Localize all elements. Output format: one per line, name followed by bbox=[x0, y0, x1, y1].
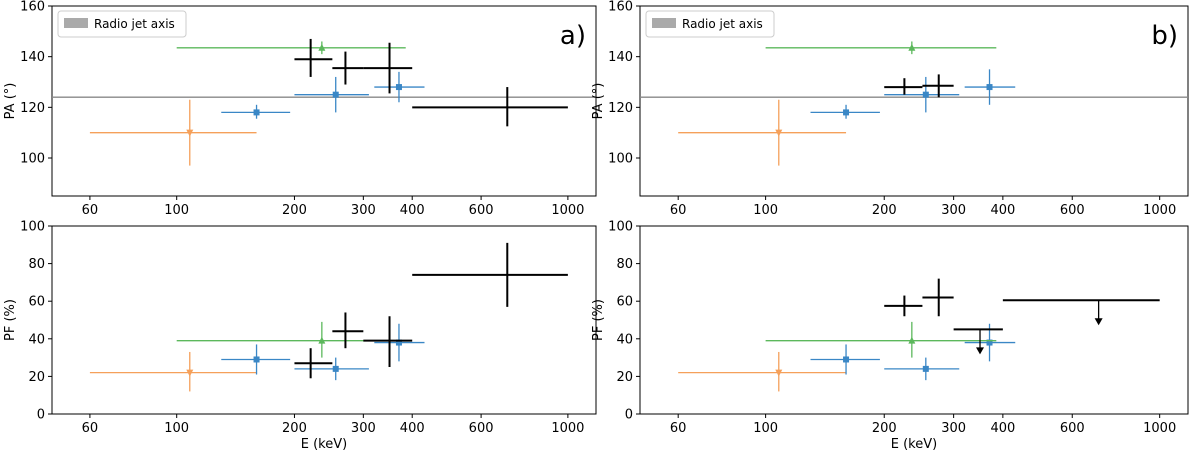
legend-box bbox=[645, 10, 775, 38]
data-point bbox=[332, 365, 339, 372]
legend-label: Radio jet axis bbox=[682, 17, 763, 31]
upper-limit-arrow bbox=[1094, 318, 1103, 326]
x-tick-label: 600 bbox=[1060, 203, 1085, 218]
y-tick-label: 100 bbox=[608, 220, 633, 235]
panel-a-pf-plot: 60 100 200 300 400 600 1000 0 20 40 60 80 100 PF (%) E… bbox=[3, 220, 597, 452]
x-tick-label: 200 bbox=[872, 421, 897, 436]
x-tick-label: 60 bbox=[670, 203, 687, 218]
y-tick-label: 120 bbox=[608, 101, 633, 116]
x-tick-label: 200 bbox=[282, 421, 307, 436]
x-axis-label: E (keV) bbox=[301, 437, 347, 452]
data-point bbox=[922, 91, 929, 98]
x-tick-label: 1000 bbox=[551, 203, 584, 218]
data-point bbox=[186, 129, 194, 137]
axes-frame bbox=[51, 225, 597, 415]
x-tick-label: 600 bbox=[469, 421, 494, 436]
y-tick-label: 60 bbox=[28, 295, 45, 310]
data-point bbox=[843, 356, 850, 363]
y-tick-label: 0 bbox=[37, 408, 45, 423]
x-axis-label: E (keV) bbox=[891, 437, 937, 452]
y-axis-label: PF (%) bbox=[591, 299, 606, 341]
panel-b-pa-plot: 60 100 200 300 400 600 1000 100 120 140 160 PA (°) R… bbox=[591, 0, 1189, 218]
data-point bbox=[186, 369, 194, 377]
x-tick-label: 400 bbox=[400, 421, 425, 436]
y-tick-label: 100 bbox=[20, 152, 45, 167]
legend-swatch bbox=[64, 18, 88, 28]
x-tick-label: 200 bbox=[282, 203, 307, 218]
panel-a-pa-plot: 60 100 200 300 400 600 1000 100 120 140 160 PA (°) R… bbox=[3, 0, 597, 218]
data-point bbox=[908, 336, 916, 344]
y-tick-label: 160 bbox=[608, 0, 633, 15]
y-tick-label: 80 bbox=[28, 257, 45, 272]
y-tick-label: 80 bbox=[616, 257, 633, 272]
panel-label: b) bbox=[1151, 21, 1178, 51]
data-point bbox=[775, 369, 783, 377]
data-point bbox=[395, 84, 402, 91]
panel-b-pf-plot: 60 100 200 300 400 600 1000 0 20 40 60 80 100 PF (%) E… bbox=[591, 220, 1189, 452]
x-tick-label: 60 bbox=[82, 421, 99, 436]
y-tick-label: 20 bbox=[28, 370, 45, 385]
y-tick-label: 40 bbox=[28, 332, 45, 347]
axes-frame bbox=[51, 5, 597, 197]
data-point bbox=[395, 339, 402, 346]
data-point bbox=[775, 129, 783, 137]
data-point bbox=[253, 356, 260, 363]
x-tick-label: 300 bbox=[941, 203, 966, 218]
axes-frame bbox=[639, 5, 1189, 197]
y-tick-label: 160 bbox=[20, 0, 45, 15]
y-tick-label: 20 bbox=[616, 370, 633, 385]
axes-frame bbox=[639, 225, 1189, 415]
data-point bbox=[843, 109, 850, 116]
y-tick-label: 0 bbox=[625, 408, 633, 423]
y-tick-label: 120 bbox=[20, 101, 45, 116]
y-tick-label: 140 bbox=[20, 50, 45, 65]
x-tick-label: 300 bbox=[351, 203, 376, 218]
y-tick-label: 100 bbox=[20, 220, 45, 235]
x-tick-label: 400 bbox=[990, 421, 1015, 436]
data-point bbox=[922, 365, 929, 372]
data-point bbox=[318, 43, 326, 51]
x-tick-label: 100 bbox=[753, 421, 778, 436]
x-tick-label: 600 bbox=[469, 203, 494, 218]
x-tick-label: 300 bbox=[351, 421, 376, 436]
upper-limit-arrow bbox=[976, 347, 985, 355]
legend-label: Radio jet axis bbox=[94, 17, 175, 31]
x-tick-label: 100 bbox=[164, 203, 189, 218]
x-tick-label: 200 bbox=[872, 203, 897, 218]
y-tick-label: 60 bbox=[616, 295, 633, 310]
x-tick-label: 1000 bbox=[551, 421, 584, 436]
x-tick-label: 600 bbox=[1060, 421, 1085, 436]
x-tick-label: 1000 bbox=[1143, 203, 1176, 218]
y-axis-label: PF (%) bbox=[3, 299, 18, 341]
y-axis-label: PA (°) bbox=[3, 83, 18, 120]
data-point bbox=[318, 336, 326, 344]
x-tick-label: 400 bbox=[400, 203, 425, 218]
y-axis-label: PA (°) bbox=[591, 83, 606, 120]
y-tick-label: 40 bbox=[616, 332, 633, 347]
legend-swatch bbox=[652, 18, 676, 28]
x-tick-label: 100 bbox=[164, 421, 189, 436]
data-point bbox=[986, 339, 993, 346]
panel-label: a) bbox=[560, 21, 586, 51]
legend-box bbox=[57, 10, 187, 38]
x-tick-label: 60 bbox=[82, 203, 99, 218]
x-tick-label: 300 bbox=[941, 421, 966, 436]
x-tick-label: 100 bbox=[753, 203, 778, 218]
data-point bbox=[908, 43, 916, 51]
x-tick-label: 1000 bbox=[1143, 421, 1176, 436]
y-tick-label: 100 bbox=[608, 152, 633, 167]
x-tick-label: 400 bbox=[990, 203, 1015, 218]
x-tick-label: 60 bbox=[670, 421, 687, 436]
data-point bbox=[253, 109, 260, 116]
data-point bbox=[332, 91, 339, 98]
data-point bbox=[986, 84, 993, 91]
y-tick-label: 140 bbox=[608, 50, 633, 65]
